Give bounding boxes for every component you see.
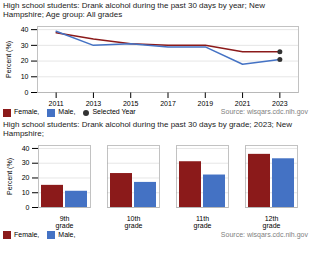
html-text:Source: wisqars.cdc.nih.gov: Source: wisqars.cdc.nih.gov: [220, 231, 308, 239]
html-text:Selected Year: Selected Year: [92, 108, 136, 116]
html-text:Male,: Male,: [58, 231, 76, 239]
svg-text:10thgrade: 10thgrade: [125, 216, 143, 231]
svg-text:Percent (%): Percent (%): [6, 158, 14, 195]
svg-text:30: 30: [21, 42, 29, 49]
svg-text:0: 0: [26, 204, 30, 211]
svg-text:2013: 2013: [86, 101, 102, 108]
html-text:Female,: Female,: [14, 231, 40, 239]
svg-text:30: 30: [22, 160, 30, 167]
svg-text:2023: 2023: [272, 101, 288, 108]
svg-text:40: 40: [21, 26, 29, 33]
svg-text:12thgrade: 12thgrade: [263, 216, 281, 231]
html-text:Male,: Male,: [58, 108, 76, 116]
svg-text:2015: 2015: [123, 101, 139, 108]
svg-text:20: 20: [21, 58, 29, 65]
svg-text:2021: 2021: [235, 101, 251, 108]
svg-text:2011: 2011: [49, 101, 64, 108]
html-text:High school students: Drank al: High school students: Drank alcohol duri…: [3, 119, 293, 138]
svg-text:0: 0: [25, 89, 29, 96]
svg-text:10: 10: [21, 73, 29, 80]
svg-text:11thgrade: 11thgrade: [194, 216, 212, 231]
svg-text:10: 10: [22, 189, 30, 196]
html-text:Source: wisqars.cdc.nih.gov: Source: wisqars.cdc.nih.gov: [220, 108, 308, 116]
svg-text:20: 20: [22, 174, 30, 181]
html-text:High school students: Drank al: High school students: Drank alcohol duri…: [3, 1, 265, 20]
svg-text:9thgrade: 9thgrade: [56, 216, 74, 231]
svg-text:Percent (%): Percent (%): [5, 41, 13, 78]
svg-text:2017: 2017: [160, 101, 176, 108]
svg-text:2019: 2019: [197, 101, 213, 108]
html-text:Female,: Female,: [14, 108, 40, 116]
svg-text:40: 40: [22, 145, 30, 152]
